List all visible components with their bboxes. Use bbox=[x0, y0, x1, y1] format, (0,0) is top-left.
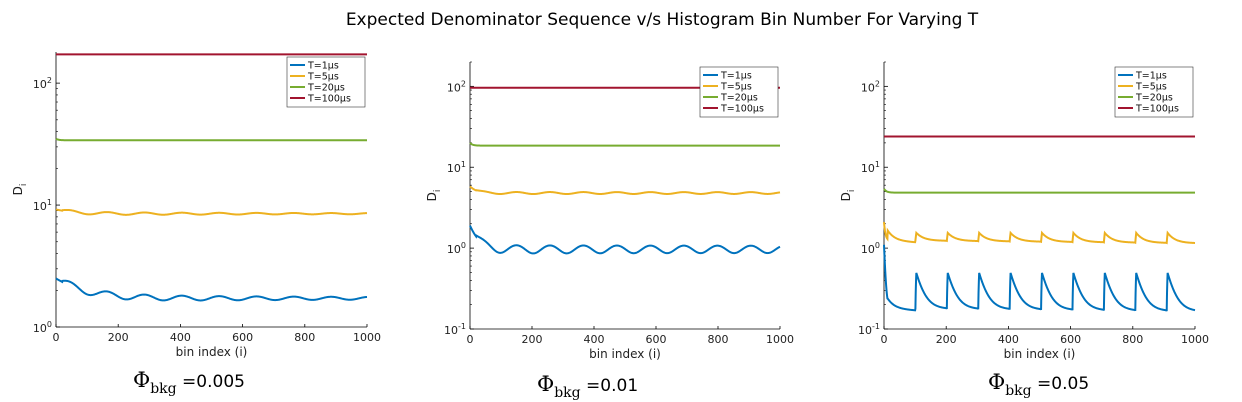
legend-label: T=100μs bbox=[720, 104, 764, 115]
series-line-T1 bbox=[55, 277, 368, 302]
y-tick-label: 101 bbox=[33, 198, 52, 213]
x-tick-label: 600 bbox=[1060, 333, 1081, 346]
x-tick-label: 600 bbox=[232, 331, 253, 344]
legend-label: T=20μs bbox=[307, 83, 345, 94]
x-tick-label: 800 bbox=[294, 331, 315, 344]
figure-title: Expected Denominator Sequence v/s Histog… bbox=[346, 10, 979, 30]
series-line-T5 bbox=[55, 208, 368, 216]
caption-phi: Φ bbox=[537, 372, 555, 396]
y-tick-label: 100 bbox=[447, 241, 466, 256]
legend-label: T=5μs bbox=[1135, 82, 1167, 93]
caption-panel-2: Φbkg =0.01 bbox=[537, 372, 639, 401]
y-tick-label: 10-1 bbox=[444, 322, 466, 337]
series-line-T5 bbox=[883, 221, 1196, 245]
x-tick-label: 400 bbox=[584, 333, 605, 346]
y-tick-label: 100 bbox=[861, 241, 880, 256]
y-axis-label: Di bbox=[11, 184, 29, 196]
series-line-T20 bbox=[469, 142, 780, 147]
x-tick-label: 400 bbox=[170, 331, 191, 344]
subplot-2: 0 200 400 600 800 1000 10-1 100 101 102 bin index … bbox=[425, 61, 794, 361]
y-tick-label: 102 bbox=[447, 79, 466, 94]
series-line-T1 bbox=[883, 244, 1196, 312]
legend-label: T=5μs bbox=[720, 82, 752, 93]
x-tick-label: 200 bbox=[522, 333, 543, 346]
legend-label: T=1μs bbox=[1135, 71, 1167, 82]
caption-value: =0.01 bbox=[580, 376, 639, 396]
x-tick-label: 1000 bbox=[766, 333, 794, 346]
legend-label: T=100μs bbox=[1135, 104, 1179, 115]
subplot-3: 0 200 400 600 800 1000 10-1 100 101 102 bin index … bbox=[839, 61, 1209, 361]
legend-label: T=1μs bbox=[720, 71, 752, 82]
x-axis-label: bin index (i) bbox=[176, 345, 248, 359]
legend-label: T=1μs bbox=[307, 61, 339, 72]
caption-sub: bkg bbox=[150, 381, 177, 397]
x-axis-label: bin index (i) bbox=[589, 347, 661, 361]
y-tick-label: 100 bbox=[33, 320, 52, 335]
x-axis-label: bin index (i) bbox=[1004, 347, 1076, 361]
x-tick-label: 800 bbox=[1122, 333, 1143, 346]
caption-panel-1: Φbkg =0.005 bbox=[133, 368, 245, 397]
x-tick-label: 1000 bbox=[1181, 333, 1209, 346]
y-tick-label: 102 bbox=[861, 79, 880, 94]
x-tick-label: 200 bbox=[936, 333, 957, 346]
series-line-T20 bbox=[883, 188, 1195, 194]
x-tick-label: 0 bbox=[467, 333, 474, 346]
x-tick-label: 200 bbox=[108, 331, 129, 344]
caption-value: =0.05 bbox=[1031, 374, 1090, 394]
series-line-T1 bbox=[469, 225, 781, 255]
y-tick-label: 101 bbox=[447, 160, 466, 175]
legend-label: T=20μs bbox=[720, 93, 758, 104]
series-line-T20 bbox=[55, 137, 367, 142]
x-tick-label: 0 bbox=[881, 333, 888, 346]
legend-label: T=5μs bbox=[307, 72, 339, 83]
y-axis-label: Di bbox=[425, 190, 443, 202]
caption-phi: Φ bbox=[133, 368, 151, 392]
x-tick-label: 1000 bbox=[353, 331, 381, 344]
y-tick-label: 10-1 bbox=[858, 322, 880, 337]
x-tick-label: 600 bbox=[646, 333, 667, 346]
y-axis-label: Di bbox=[839, 190, 857, 202]
legend-label: T=100μs bbox=[307, 94, 351, 105]
series-line-T5 bbox=[469, 185, 781, 196]
subplot-1: 0 200 400 600 800 1000 100 101 102 bin index (i) D… bbox=[11, 52, 381, 359]
caption-phi: Φ bbox=[988, 370, 1006, 394]
caption-value: =0.005 bbox=[176, 372, 245, 392]
y-tick-label: 102 bbox=[33, 76, 52, 91]
x-tick-label: 0 bbox=[53, 331, 60, 344]
x-tick-label: 800 bbox=[708, 333, 729, 346]
caption-sub: bkg bbox=[1005, 383, 1032, 399]
y-tick-label: 101 bbox=[861, 160, 880, 175]
caption-panel-3: Φbkg =0.05 bbox=[988, 370, 1090, 399]
legend-label: T=20μs bbox=[1135, 93, 1173, 104]
caption-sub: bkg bbox=[554, 385, 581, 401]
x-tick-label: 400 bbox=[998, 333, 1019, 346]
